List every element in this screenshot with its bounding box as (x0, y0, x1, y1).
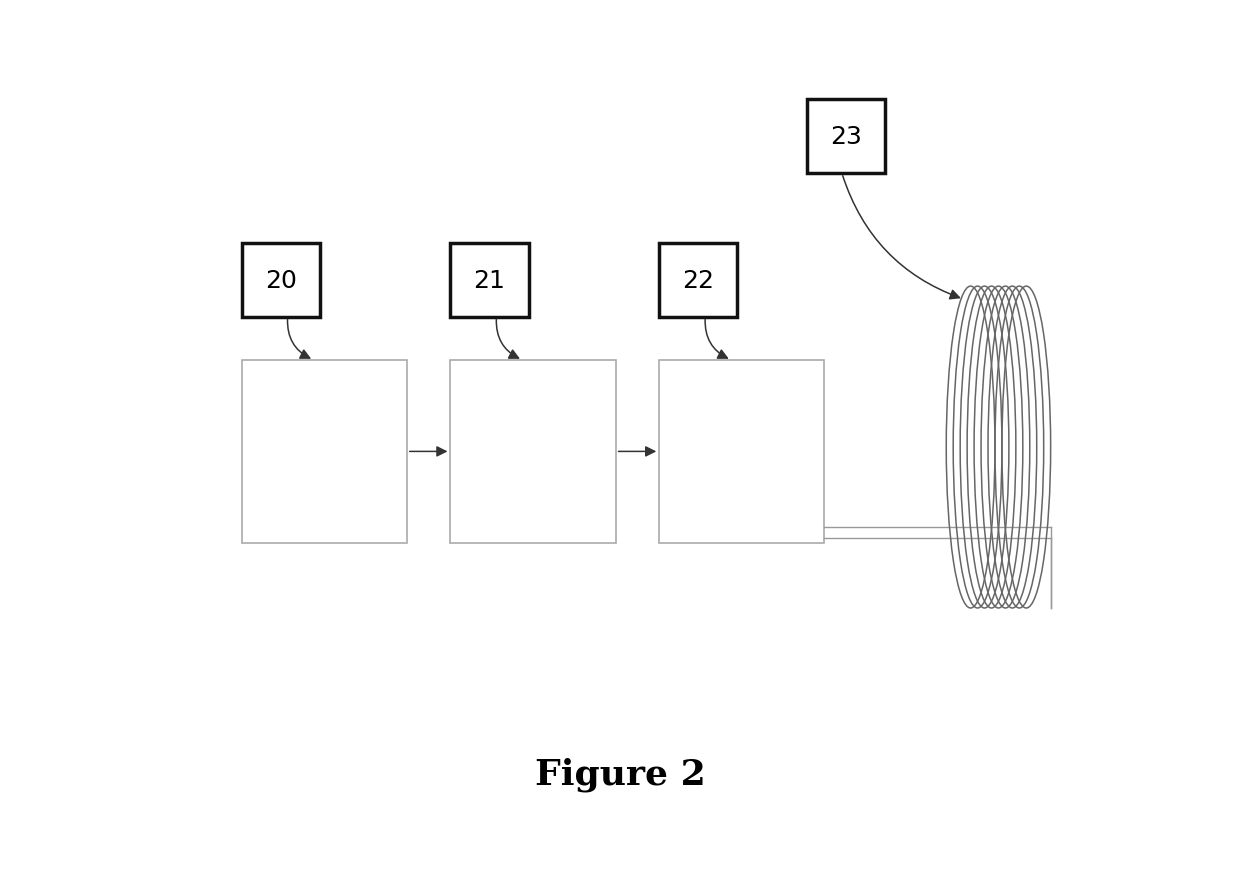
Bar (660, 361, 825, 543)
Bar (242, 361, 407, 543)
Text: Figure 2: Figure 2 (534, 756, 706, 791)
Bar (807, 100, 885, 174)
Bar (450, 361, 615, 543)
Text: 21: 21 (474, 269, 506, 292)
Bar (242, 243, 320, 317)
Bar (450, 243, 528, 317)
Text: 23: 23 (831, 125, 862, 149)
Text: 22: 22 (682, 269, 714, 292)
Bar (660, 243, 738, 317)
Text: 20: 20 (265, 269, 296, 292)
